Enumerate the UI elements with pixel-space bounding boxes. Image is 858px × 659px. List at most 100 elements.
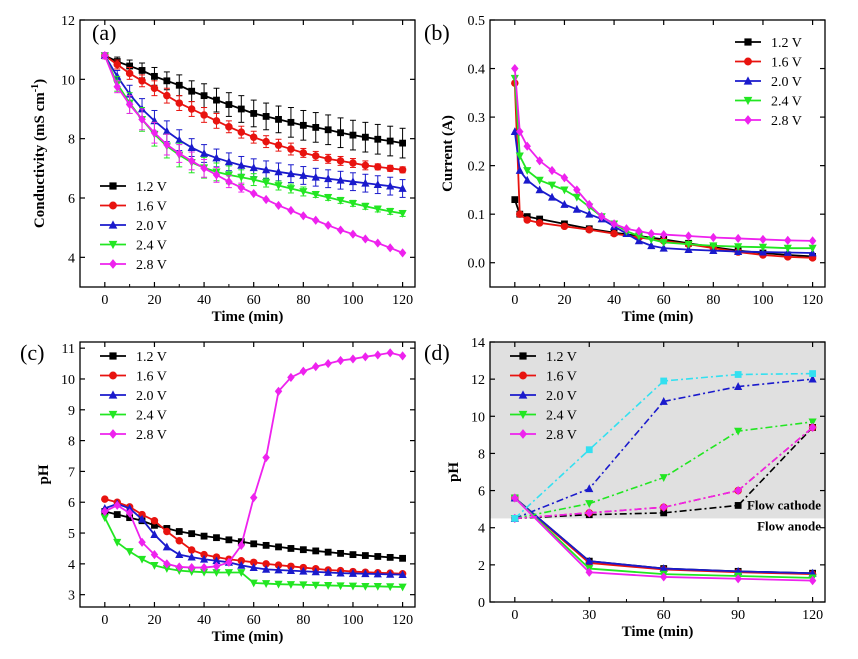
data-point <box>647 236 656 244</box>
cathode-point <box>511 515 519 522</box>
legend-label: 1.6 V <box>771 56 802 71</box>
data-point <box>249 563 258 571</box>
series-2-8-V <box>511 422 817 586</box>
data-point <box>398 184 407 192</box>
data-point <box>212 153 221 162</box>
data-point <box>299 366 308 376</box>
data-point <box>684 245 693 254</box>
data-point <box>547 181 557 190</box>
data-point <box>386 164 394 173</box>
y-tick-label: 8 <box>68 435 75 450</box>
y-axis-label: Conductivity (mS cm-1) <box>30 79 48 228</box>
legend: 1.2 V 1.6 V 2.0 V 2.4 V 2.8 V <box>100 180 167 273</box>
data-point <box>548 165 556 176</box>
series-cyan <box>511 370 816 522</box>
data-point <box>398 351 407 361</box>
data-point <box>150 516 159 525</box>
x-tick-label: 100 <box>752 293 773 308</box>
data-point <box>536 215 544 223</box>
data-point <box>386 348 394 358</box>
data-point <box>311 567 320 576</box>
legend-label: 1.2 V <box>136 180 167 195</box>
y-tick-label: 5 <box>68 527 75 542</box>
anode-point <box>659 572 668 582</box>
data-point <box>224 157 233 166</box>
data-point <box>783 244 792 253</box>
data-point <box>237 128 246 136</box>
data-point <box>212 117 221 125</box>
data-point <box>349 551 357 559</box>
data-point <box>237 173 246 182</box>
data-point <box>510 127 519 136</box>
data-point <box>634 232 643 241</box>
series-2-8-V <box>101 348 407 573</box>
legend-marker <box>518 410 528 420</box>
x-tick-label: 0 <box>511 608 518 623</box>
data-point <box>113 82 121 92</box>
series-1-6-V <box>101 51 407 174</box>
data-point <box>150 530 159 538</box>
data-point <box>647 241 656 250</box>
data-point <box>138 67 146 74</box>
data-point <box>511 196 519 204</box>
series-line <box>513 78 813 250</box>
data-point <box>262 580 271 589</box>
data-point <box>311 581 320 590</box>
y-axis-label: pH <box>446 462 462 482</box>
data-point <box>373 180 382 189</box>
data-point <box>274 386 283 396</box>
panel-label: (d) <box>424 340 450 365</box>
legend-label: 2.4 V <box>136 239 167 254</box>
data-point <box>151 72 158 80</box>
data-point <box>386 137 394 145</box>
y-tick-label: 6 <box>478 485 485 500</box>
series-2-4-V <box>100 514 407 592</box>
cathode-point <box>660 509 668 517</box>
data-point <box>286 566 296 575</box>
data-point <box>311 172 320 181</box>
data-point <box>163 140 171 150</box>
series-line <box>104 351 403 569</box>
cathode-point <box>734 485 742 496</box>
data-point <box>348 199 358 208</box>
data-point <box>187 552 196 561</box>
data-point <box>336 196 345 205</box>
y-tick-label: 11 <box>62 342 75 357</box>
data-point <box>349 354 357 364</box>
data-point <box>398 166 407 174</box>
x-tick-label: 90 <box>731 608 745 623</box>
data-point <box>299 149 308 157</box>
legend: 1.2 V 1.6 V 2.0 V 2.4 V 2.8 V <box>100 350 167 443</box>
plot-frame <box>79 341 416 608</box>
cathode-point <box>734 382 743 390</box>
legend-label: 1.2 V <box>546 350 577 365</box>
plot-frame <box>489 341 826 603</box>
data-point <box>175 135 184 144</box>
y-tick-label: 0.3 <box>468 111 486 126</box>
data-point <box>250 540 258 548</box>
y-tick-label: 0.4 <box>468 63 486 78</box>
y-tick-label: 6 <box>68 192 75 207</box>
x-axis-label: Time (min) <box>212 629 284 645</box>
data-point <box>225 123 233 131</box>
panel-d-flow-ph-chart: 0 30 60 90 120 0 2 4 6 8 10 12 14 Time (min) pH (d) Flow… <box>424 336 826 640</box>
data-point <box>262 564 271 573</box>
x-tick-label: 80 <box>296 613 310 628</box>
data-point <box>287 205 295 216</box>
data-point <box>113 538 122 547</box>
data-point <box>175 148 183 159</box>
panel-a-conductivity-chart: 0 20 40 60 80 100 120 4 6 8 10 12 Time (min) Conducti… <box>30 14 416 325</box>
data-point <box>125 503 134 512</box>
data-point <box>274 167 283 176</box>
data-point <box>324 358 332 369</box>
data-point <box>312 215 320 225</box>
legend-label: 2.4 V <box>136 409 167 424</box>
data-point <box>200 532 208 540</box>
x-tick-label: 120 <box>802 293 823 308</box>
data-point <box>516 127 524 137</box>
data-point <box>237 540 246 550</box>
y-tick-label: 0.1 <box>468 208 486 223</box>
data-point <box>348 568 358 577</box>
data-point <box>150 550 159 560</box>
data-point <box>188 87 196 95</box>
